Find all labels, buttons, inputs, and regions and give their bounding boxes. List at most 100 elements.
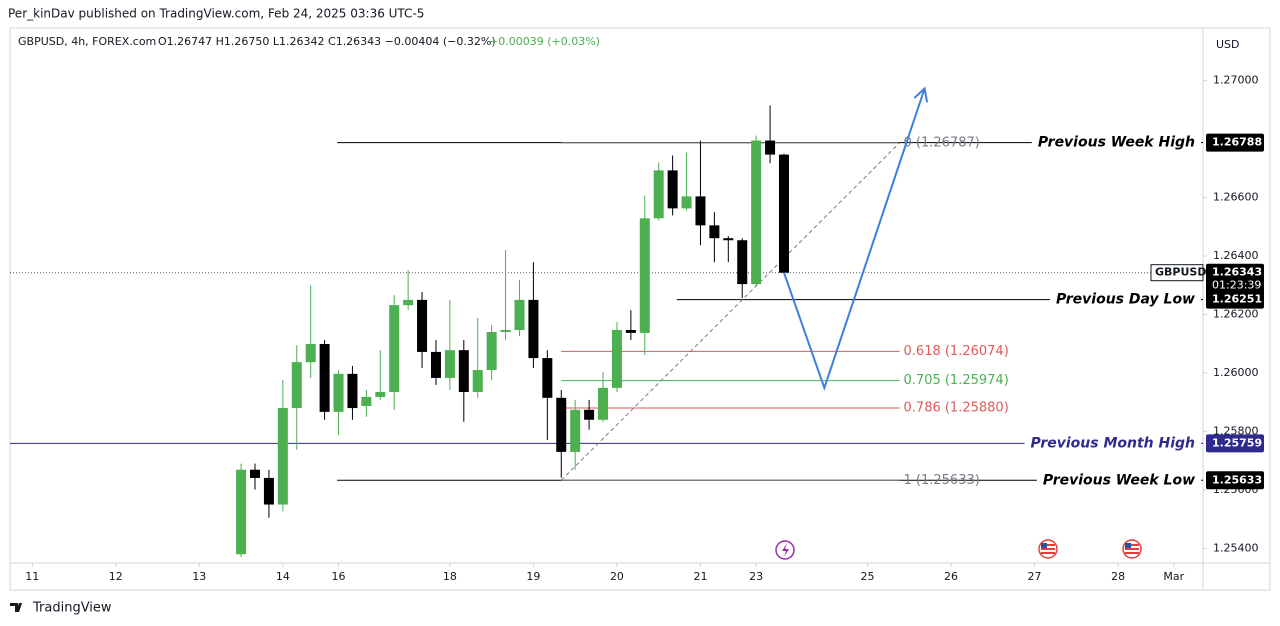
- level-label: Previous Week High: [1038, 135, 1195, 151]
- candle-body: [263, 477, 274, 505]
- fib-label: 0.786 (1.25880): [904, 401, 1009, 416]
- candle-body: [528, 299, 539, 359]
- candle-body: [500, 329, 511, 333]
- candle: [361, 389, 372, 417]
- ohlc-info: O1.26747 H1.26750 L1.26342 C1.26343 −0.0…: [158, 35, 496, 48]
- price-badge: [1206, 290, 1264, 309]
- publisher: Per_kinDav published on TradingView.com,…: [8, 7, 424, 21]
- candle-body: [319, 344, 330, 412]
- x-tick-label: 28: [1111, 570, 1125, 583]
- candle-body: [611, 329, 622, 388]
- candle: [333, 370, 344, 435]
- brand: TradingView: [32, 601, 112, 616]
- candle-body: [375, 391, 386, 397]
- candle-body: [430, 351, 441, 378]
- fib-label: 0.705 (1.25974): [904, 373, 1009, 388]
- candle: [625, 310, 636, 340]
- projection-arrowhead: [913, 86, 929, 103]
- plot: 0 (1.26787) 0.618 (1.26074) 0.705 (1.25974…: [10, 86, 1203, 558]
- candle: [556, 389, 567, 478]
- candle-body: [250, 469, 261, 478]
- x-tick-label: 25: [861, 570, 875, 583]
- candle: [667, 155, 678, 216]
- candle: [570, 399, 581, 470]
- candle: [458, 339, 469, 422]
- candle: [584, 399, 595, 430]
- symbol-badge: [1150, 264, 1204, 282]
- candle: [765, 105, 776, 164]
- x-tick-label: 12: [109, 570, 123, 583]
- candle: [751, 135, 762, 287]
- level-label: Previous Month High: [1031, 435, 1196, 451]
- candle: [236, 463, 247, 558]
- candle: [319, 339, 330, 420]
- x-tick-label: 19: [526, 570, 540, 583]
- candle: [709, 212, 720, 263]
- candle: [263, 469, 274, 518]
- candle-body: [570, 409, 581, 452]
- x-tick-label: 27: [1028, 570, 1042, 583]
- candle-body: [361, 396, 372, 407]
- brand-logo: [10, 603, 22, 612]
- candle-body: [417, 299, 428, 352]
- fib-label: 0.618 (1.26074): [904, 344, 1009, 359]
- change-info: +0.00039 (+0.03%): [489, 35, 600, 48]
- candle-body: [765, 140, 776, 155]
- last-badge-label: 1.26343: [1212, 266, 1262, 279]
- symbol-info: GBPUSD, 4h, FOREX.com: [18, 35, 156, 48]
- candle: [778, 153, 789, 273]
- candle: [444, 299, 455, 390]
- candle: [514, 280, 525, 337]
- candle-body: [639, 218, 650, 333]
- currency: USD: [1216, 38, 1240, 51]
- x-tick-label: 11: [25, 570, 39, 583]
- candle: [737, 238, 748, 299]
- last-badge: [1206, 263, 1264, 294]
- x-tick-label: 23: [749, 570, 763, 583]
- countdown: 01:23:39: [1212, 279, 1261, 292]
- candle-body: [291, 362, 302, 409]
- price-badge: [1206, 471, 1264, 490]
- candle-body: [556, 397, 567, 452]
- candle-body: [598, 387, 609, 420]
- candle-body: [681, 196, 692, 209]
- x-tick-label: 26: [944, 570, 958, 583]
- candle-body: [277, 408, 288, 505]
- candle-body: [667, 170, 678, 209]
- level-label-bg: [1036, 471, 1202, 490]
- candle: [375, 350, 386, 400]
- level-label-bg: [1024, 434, 1202, 453]
- level-label: Previous Day Low: [1056, 292, 1195, 308]
- level-label-bg: [1049, 290, 1202, 309]
- y-tick-label: 1.26000: [1213, 366, 1259, 379]
- candle-body: [751, 140, 762, 285]
- candle: [430, 339, 441, 385]
- candle: [653, 162, 664, 221]
- candle-body: [458, 350, 469, 392]
- candle: [598, 372, 609, 422]
- candle-body: [472, 370, 483, 392]
- candle: [639, 195, 650, 356]
- candle-body: [778, 154, 789, 273]
- trendline: [560, 142, 900, 481]
- candle: [277, 379, 288, 512]
- y-tick-label: 1.25400: [1213, 541, 1259, 554]
- x-tick-label: 13: [192, 570, 206, 583]
- candle-body: [709, 225, 720, 239]
- candle-body: [444, 350, 455, 378]
- candle-body: [347, 373, 358, 409]
- candle-body: [584, 409, 595, 420]
- symbol-badge-label: GBPUSD: [1155, 266, 1206, 279]
- y-tick-label: 1.25800: [1213, 424, 1259, 437]
- candle-body: [625, 329, 636, 333]
- candle-body: [542, 358, 553, 398]
- candle-body: [333, 373, 344, 412]
- price-badge-label: 1.26788: [1212, 136, 1262, 149]
- candle: [305, 285, 316, 378]
- candle-body: [737, 240, 748, 285]
- candle: [695, 140, 706, 246]
- candle: [611, 322, 622, 392]
- candle-body: [389, 305, 400, 392]
